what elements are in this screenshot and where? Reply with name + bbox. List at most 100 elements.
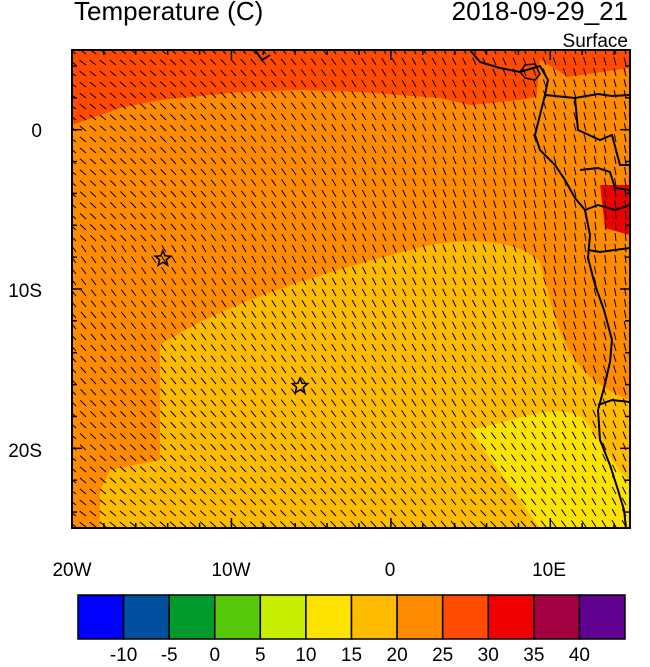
wind-barb [492,145,497,154]
wind-barb [241,50,247,55]
wind-barb [200,69,207,77]
wind-barb [390,465,397,473]
wind-barb [551,431,557,440]
wind-barb [501,365,507,374]
wind-barb [470,410,477,418]
colorbar-swatch [305,594,353,640]
wind-barb [99,169,107,176]
wind-barb [523,200,527,209]
wind-barb [380,421,387,429]
wind-barb [321,102,327,110]
wind-barb [200,146,207,154]
wind-barb [321,233,327,242]
wind-barb [190,421,197,429]
wind-barb [290,388,297,396]
wind-barb [270,432,277,440]
wind-barb [611,486,617,495]
wind-barb [584,244,587,253]
wind-barb [330,388,337,396]
wind-barb [321,344,327,352]
wind-barb [533,200,537,209]
wind-barb [160,190,167,198]
wind-barb [89,499,97,506]
wind-barb [571,453,577,462]
wind-barb [210,179,217,187]
wind-barb [361,134,367,143]
wind-barb [179,510,187,517]
wind-barb [370,509,377,517]
wind-barb [563,255,567,264]
wind-barb [614,189,617,198]
wind-barb [310,520,317,528]
wind-barb [432,123,437,132]
wind-barb [310,399,317,407]
wind-barb [231,300,237,308]
wind-barb [130,278,137,286]
wind-barb [321,377,327,385]
wind-barb [603,321,607,330]
wind-barb [281,310,287,319]
wind-barb [99,125,107,132]
wind-barb [180,91,187,99]
wind-barb [591,497,597,506]
wind-barb [211,311,217,319]
wind-barb [462,57,467,66]
wind-barb [614,178,617,187]
wind-barb [89,488,97,495]
wind-barb [491,354,497,363]
wind-barb [210,124,217,132]
wind-barb [553,178,557,187]
wind-barb [411,321,417,330]
wind-barb [472,123,477,132]
wind-barb [230,377,237,385]
wind-barb [72,278,77,286]
wind-barb [249,498,257,506]
wind-barb [190,399,197,407]
wind-barb [250,102,257,110]
wind-barb [89,510,97,517]
wind-barb [150,355,157,363]
wind-barb [381,123,387,132]
wind-barb [622,387,627,396]
wind-barb [220,113,227,121]
wind-barb [331,211,337,220]
wind-barb [533,211,537,220]
wind-barb [452,310,457,319]
wind-barb [301,355,307,363]
wind-barb [160,377,167,385]
wind-barb [120,333,127,341]
wind-barb [179,466,187,473]
wind-barb [472,167,477,176]
wind-barb [572,332,577,341]
wind-barb [199,510,207,517]
wind-barb [250,399,257,407]
wind-barb [169,92,177,99]
wind-barb [72,334,77,341]
wind-barb [159,70,167,77]
wind-barb [614,266,617,275]
wind-barb [320,476,327,484]
wind-barb [432,200,437,209]
wind-barb [89,224,97,231]
wind-barb [290,421,297,429]
wind-barb [501,421,507,429]
wind-barb [452,211,457,220]
wind-barb [411,376,417,385]
wind-barb [492,266,497,275]
wind-barb [451,365,457,374]
wind-barb [179,477,187,484]
wind-barb [583,310,587,319]
wind-barb [291,233,297,242]
wind-barb [321,321,327,330]
wind-barb [170,355,177,363]
wind-barb [110,366,117,374]
wind-barb [200,91,207,99]
wind-barb [280,509,287,517]
wind-barb [250,91,257,99]
wind-barb [541,398,547,407]
wind-barb [150,201,157,209]
wind-barb [480,498,487,506]
wind-barb [351,178,357,187]
wind-barb [422,277,427,286]
wind-barb [531,398,537,407]
